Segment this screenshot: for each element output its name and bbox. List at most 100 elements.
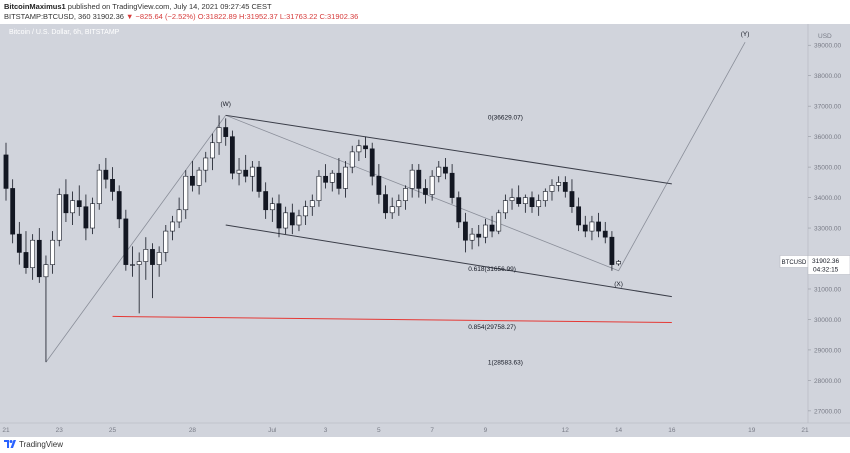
support-line[interactable]: [112, 315, 672, 323]
candle[interactable]: [582, 215, 588, 238]
candle[interactable]: [309, 194, 315, 216]
candle[interactable]: [482, 218, 488, 244]
candle[interactable]: [190, 161, 195, 192]
candle[interactable]: [409, 164, 415, 198]
candle[interactable]: [449, 164, 455, 204]
candle[interactable]: [30, 234, 36, 280]
candle[interactable]: [163, 225, 169, 262]
candle[interactable]: [16, 221, 22, 265]
candle[interactable]: [323, 164, 328, 189]
candle[interactable]: [502, 194, 508, 219]
candle[interactable]: [423, 179, 428, 204]
candle[interactable]: [476, 225, 482, 247]
candle[interactable]: [369, 142, 375, 186]
candle[interactable]: [376, 164, 382, 204]
candle[interactable]: [96, 164, 102, 210]
candle[interactable]: [203, 151, 209, 183]
candle[interactable]: [223, 118, 229, 146]
candle[interactable]: [562, 176, 568, 198]
candle[interactable]: [296, 209, 302, 232]
candle[interactable]: [263, 182, 269, 219]
candle[interactable]: [542, 188, 548, 207]
candle[interactable]: [170, 215, 175, 241]
candle[interactable]: [70, 191, 75, 225]
candle[interactable]: [349, 145, 355, 174]
candle[interactable]: [396, 194, 402, 216]
candle[interactable]: [549, 179, 555, 201]
candle[interactable]: [276, 194, 282, 238]
candle[interactable]: [229, 130, 235, 180]
candle[interactable]: [103, 157, 109, 189]
candle[interactable]: [463, 212, 468, 253]
candle[interactable]: [303, 200, 309, 225]
candle[interactable]: [383, 185, 388, 219]
candle[interactable]: [150, 243, 155, 299]
candle[interactable]: [336, 157, 342, 195]
candle[interactable]: [609, 231, 615, 271]
channel-line-upper[interactable]: [225, 114, 672, 185]
candle[interactable]: [236, 157, 242, 186]
candle[interactable]: [289, 203, 295, 235]
candle[interactable]: [63, 179, 69, 222]
candle[interactable]: [123, 209, 129, 271]
candle[interactable]: [176, 197, 182, 229]
candle[interactable]: [43, 255, 49, 363]
candle[interactable]: [496, 209, 502, 235]
candle[interactable]: [443, 157, 448, 180]
candle[interactable]: [196, 167, 202, 195]
candle[interactable]: [363, 136, 368, 158]
candle[interactable]: [76, 185, 82, 216]
candle[interactable]: [469, 228, 475, 250]
time-axis[interactable]: [0, 423, 808, 437]
candle[interactable]: [3, 142, 9, 201]
candle[interactable]: [616, 259, 621, 266]
candle[interactable]: [429, 170, 435, 201]
candle[interactable]: [10, 179, 16, 244]
candle[interactable]: [249, 161, 255, 192]
candle[interactable]: [269, 197, 275, 222]
tradingview-brand[interactable]: TradingView: [4, 439, 63, 449]
candle[interactable]: [83, 194, 89, 241]
candle[interactable]: [356, 139, 362, 162]
candle[interactable]: [576, 197, 582, 232]
candle[interactable]: [343, 161, 348, 198]
candle[interactable]: [403, 185, 408, 210]
candle[interactable]: [416, 164, 422, 198]
candle[interactable]: [536, 194, 542, 216]
candle[interactable]: [56, 188, 62, 247]
price-axis[interactable]: [808, 24, 850, 437]
candle[interactable]: [329, 170, 335, 192]
channel-line-lower[interactable]: [225, 224, 672, 298]
candle[interactable]: [216, 115, 222, 155]
candle[interactable]: [529, 191, 535, 213]
candle[interactable]: [90, 197, 95, 235]
candle[interactable]: [509, 188, 515, 210]
price-chart[interactable]: 27000.00 28000.00 29000.00 30000.00 31000.00…: [0, 24, 850, 437]
candle[interactable]: [130, 246, 135, 277]
candle[interactable]: [456, 191, 462, 229]
candle[interactable]: [156, 246, 162, 277]
candle[interactable]: [50, 231, 56, 274]
candle[interactable]: [389, 197, 395, 219]
candle[interactable]: [243, 154, 249, 183]
candle[interactable]: [210, 133, 215, 171]
candle[interactable]: [556, 176, 562, 192]
candle[interactable]: [136, 252, 142, 314]
candle[interactable]: [36, 228, 42, 283]
candle[interactable]: [283, 206, 289, 235]
candle[interactable]: [436, 161, 442, 183]
candle[interactable]: [569, 179, 575, 213]
candle[interactable]: [23, 231, 29, 274]
author-name[interactable]: BitcoinMaximus1: [4, 2, 66, 11]
candle[interactable]: [316, 170, 322, 207]
candle[interactable]: [522, 194, 528, 213]
candle[interactable]: [596, 212, 601, 238]
candle[interactable]: [516, 185, 522, 207]
candle[interactable]: [602, 221, 608, 244]
candle[interactable]: [256, 161, 262, 198]
candle[interactable]: [110, 167, 115, 201]
plot-area[interactable]: [0, 24, 808, 423]
wave-projection-line[interactable]: [45, 42, 746, 363]
candle[interactable]: [589, 215, 595, 241]
candle[interactable]: [116, 185, 122, 229]
